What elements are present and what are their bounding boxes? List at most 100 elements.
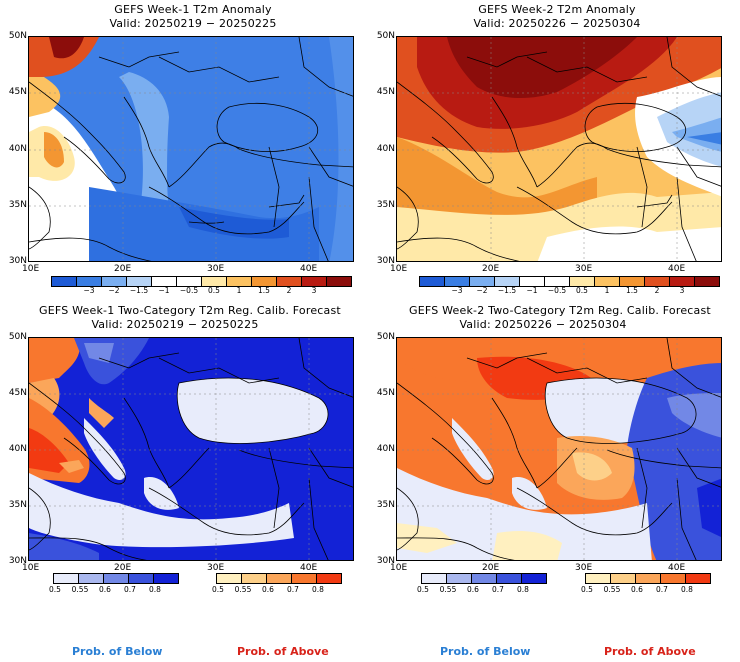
p3-lon-20: 20E <box>114 563 132 573</box>
colorbar-tick-label: 0.6 <box>467 585 479 594</box>
p2-anomaly-colorbar <box>419 276 720 287</box>
colorbar-tick-label: 0.7 <box>287 585 299 594</box>
colorbar-tick-label: −2 <box>476 286 488 295</box>
panel4-map <box>396 337 722 561</box>
panel4-valid: Valid: 20250226 − 20250304 <box>459 318 627 331</box>
colorbar-swatch <box>216 573 242 584</box>
prob-above-caption-left: Prob. of Above <box>237 645 329 658</box>
panel3-title: GEFS Week-1 Two-Category T2m Reg. Calib.… <box>39 304 341 317</box>
colorbar-tick-label: −0.5 <box>547 286 567 295</box>
p4-lon-40: 40E <box>668 563 686 573</box>
p2-lat-50: 50N <box>376 31 395 41</box>
p2-lat-45: 45N <box>376 87 395 97</box>
colorbar-swatch <box>53 573 79 584</box>
colorbar-tick-label: 0.5 <box>576 286 588 295</box>
colorbar-swatch <box>694 276 720 287</box>
colorbar-tick-label: 0.5 <box>581 585 593 594</box>
p3-prob-above-colorbar <box>216 573 342 584</box>
colorbar-tick-label: 1.5 <box>626 286 638 295</box>
colorbar-tick-label: 3 <box>311 286 317 295</box>
panel2-map <box>396 36 722 262</box>
p3-lon-10: 10E <box>22 563 40 573</box>
p4-lon-30: 30E <box>575 563 593 573</box>
colorbar-tick-label: 0.55 <box>71 585 89 594</box>
colorbar-swatch <box>316 573 342 584</box>
colorbar-swatch <box>521 573 547 584</box>
colorbar-tick-label: −1 <box>158 286 170 295</box>
p2-lon-20: 20E <box>482 264 500 274</box>
panel4-title: GEFS Week-2 Two-Category T2m Reg. Calib.… <box>409 304 711 317</box>
p2-lat-35: 35N <box>376 200 395 210</box>
colorbar-swatch <box>419 276 445 287</box>
colorbar-swatch <box>421 573 447 584</box>
p4-lon-20: 20E <box>482 563 500 573</box>
colorbar-tick-label: 0.7 <box>124 585 136 594</box>
panel1-title: GEFS Week-1 T2m Anomaly <box>114 3 272 16</box>
colorbar-tick-label: 2 <box>654 286 660 295</box>
colorbar-tick-label: 1 <box>604 286 610 295</box>
p2-lon-30: 30E <box>575 264 593 274</box>
colorbar-tick-label: 1 <box>236 286 242 295</box>
p3-lat-50: 50N <box>8 332 27 342</box>
p2-lat-30: 30N <box>376 256 395 266</box>
p4-lat-50: 50N <box>376 332 395 342</box>
p1-lat-30: 30N <box>8 256 27 266</box>
p3-lat-40: 40N <box>8 444 27 454</box>
colorbar-swatch <box>241 573 267 584</box>
panel3-map <box>28 337 354 561</box>
colorbar-tick-label: −3 <box>451 286 463 295</box>
colorbar-tick-label: 0.8 <box>312 585 324 594</box>
p1-lon-30: 30E <box>207 264 225 274</box>
colorbar-swatch <box>635 573 661 584</box>
colorbar-swatch <box>585 573 611 584</box>
p4-lat-40: 40N <box>376 444 395 454</box>
p1-lat-35: 35N <box>8 200 27 210</box>
colorbar-tick-label: 0.5 <box>208 286 220 295</box>
p1-lon-20: 20E <box>114 264 132 274</box>
colorbar-swatch <box>660 573 686 584</box>
p2-lon-10: 10E <box>390 264 408 274</box>
p4-lat-35: 35N <box>376 500 395 510</box>
p1-lat-50: 50N <box>8 31 27 41</box>
panel2-title: GEFS Week-2 T2m Anomaly <box>478 3 636 16</box>
colorbar-tick-label: 0.5 <box>49 585 61 594</box>
panel1-map <box>28 36 354 262</box>
panel3-valid: Valid: 20250219 − 20250225 <box>91 318 259 331</box>
prob-above-caption-right: Prob. of Above <box>604 645 696 658</box>
colorbar-swatch <box>266 573 292 584</box>
p1-lat-40: 40N <box>8 144 27 154</box>
colorbar-tick-label: −1 <box>526 286 538 295</box>
p4-lat-45: 45N <box>376 388 395 398</box>
colorbar-swatch <box>446 573 472 584</box>
p1-lon-40: 40E <box>300 264 318 274</box>
colorbar-tick-label: −1.5 <box>497 286 517 295</box>
colorbar-swatch <box>153 573 179 584</box>
colorbar-tick-label: 0.8 <box>517 585 529 594</box>
colorbar-tick-label: −1.5 <box>129 286 149 295</box>
colorbar-swatch <box>610 573 636 584</box>
p2-lat-40: 40N <box>376 144 395 154</box>
colorbar-tick-label: 0.6 <box>262 585 274 594</box>
colorbar-tick-label: 0.5 <box>417 585 429 594</box>
colorbar-swatch <box>128 573 154 584</box>
p2-lon-40: 40E <box>668 264 686 274</box>
prob-below-caption-right: Prob. of Below <box>440 645 531 658</box>
p3-lat-35: 35N <box>8 500 27 510</box>
p4-lon-10: 10E <box>390 563 408 573</box>
p4-prob-below-colorbar <box>421 573 547 584</box>
colorbar-swatch <box>326 276 352 287</box>
colorbar-tick-label: 0.55 <box>439 585 457 594</box>
colorbar-tick-label: 1.5 <box>258 286 270 295</box>
panel2-valid: Valid: 20250226 − 20250304 <box>473 17 641 30</box>
colorbar-tick-label: 2 <box>286 286 292 295</box>
p3-lon-40: 40E <box>300 563 318 573</box>
p1-lat-45: 45N <box>8 87 27 97</box>
colorbar-tick-label: 0.6 <box>99 585 111 594</box>
p3-lon-30: 30E <box>207 563 225 573</box>
colorbar-tick-label: 0.7 <box>656 585 668 594</box>
p4-lat-30: 30N <box>376 556 395 566</box>
colorbar-tick-label: 0.55 <box>603 585 621 594</box>
p4-prob-above-colorbar <box>585 573 711 584</box>
colorbar-tick-label: −3 <box>83 286 95 295</box>
colorbar-swatch <box>51 276 77 287</box>
